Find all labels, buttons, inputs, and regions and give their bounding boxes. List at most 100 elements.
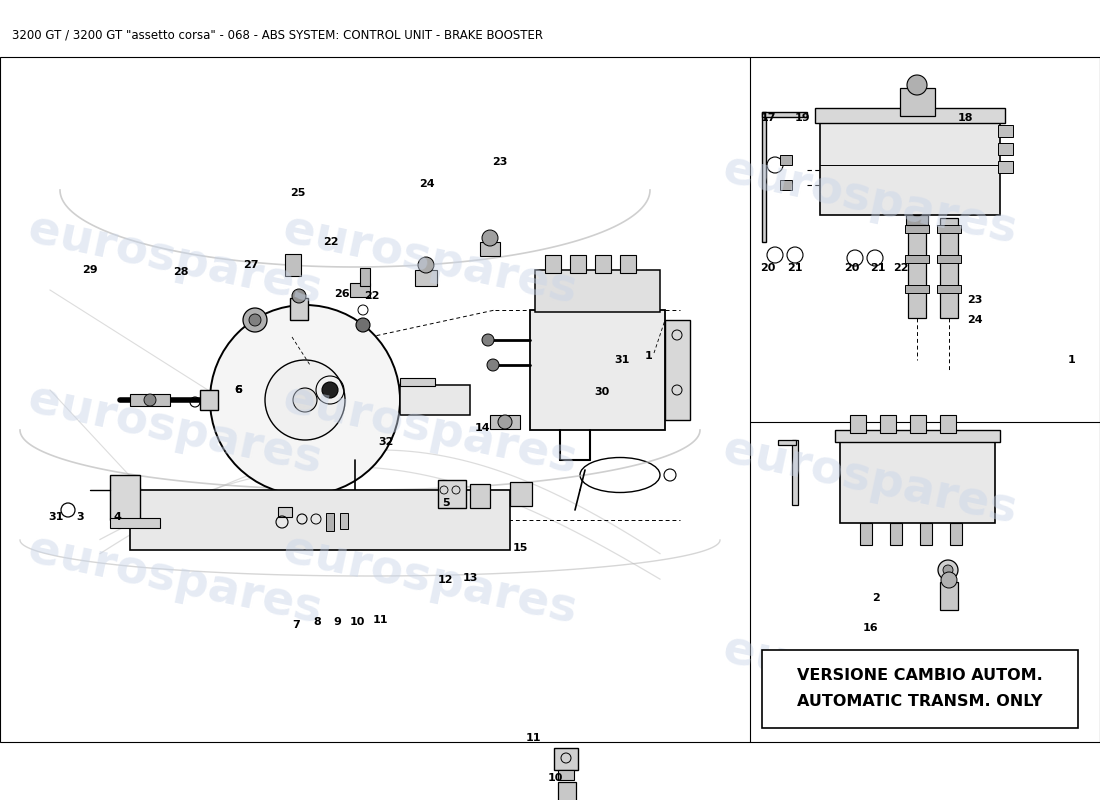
Text: 14: 14 <box>475 423 491 433</box>
Circle shape <box>943 565 953 575</box>
Bar <box>905 225 930 233</box>
Bar <box>937 225 961 233</box>
Text: 18: 18 <box>957 113 972 123</box>
Bar <box>110 475 140 520</box>
Bar <box>285 254 301 276</box>
Bar <box>815 108 1005 123</box>
Text: AUTOMATIC TRANSM. ONLY: AUTOMATIC TRANSM. ONLY <box>798 694 1043 710</box>
Bar <box>998 161 1013 173</box>
Bar <box>110 518 160 528</box>
Text: VERSIONE CAMBIO AUTOM.: VERSIONE CAMBIO AUTOM. <box>798 667 1043 682</box>
Text: 10: 10 <box>350 617 365 627</box>
Bar <box>346 495 363 523</box>
Text: eurospares: eurospares <box>719 147 1021 253</box>
Bar <box>438 480 466 508</box>
Text: 17: 17 <box>760 113 775 123</box>
Bar <box>558 770 574 780</box>
Text: 16: 16 <box>862 623 878 633</box>
Text: 23: 23 <box>967 295 982 305</box>
Bar <box>200 390 218 410</box>
Bar <box>554 748 578 770</box>
Text: 24: 24 <box>419 179 435 189</box>
Text: 20: 20 <box>845 263 860 273</box>
Bar <box>480 242 501 256</box>
Bar <box>530 310 666 430</box>
Text: 20: 20 <box>760 263 775 273</box>
Bar <box>910 415 926 433</box>
Bar <box>908 218 926 318</box>
Text: 15: 15 <box>513 543 528 553</box>
Bar <box>510 482 532 506</box>
Bar <box>778 440 796 445</box>
Circle shape <box>265 360 345 440</box>
Bar <box>840 438 996 523</box>
Circle shape <box>938 560 958 580</box>
Bar <box>940 582 958 610</box>
Circle shape <box>482 230 498 246</box>
Text: 25: 25 <box>290 188 306 198</box>
Text: 31: 31 <box>614 355 629 365</box>
Text: eurospares: eurospares <box>24 207 326 313</box>
Text: 27: 27 <box>243 260 258 270</box>
Bar <box>620 255 636 273</box>
Text: 29: 29 <box>82 265 98 275</box>
Bar <box>0 57 1100 742</box>
Circle shape <box>292 289 306 303</box>
Text: 24: 24 <box>967 315 982 325</box>
Circle shape <box>293 388 317 412</box>
Text: 6: 6 <box>234 385 242 395</box>
Bar <box>340 513 348 529</box>
Bar <box>570 255 586 273</box>
Text: 21: 21 <box>870 263 886 273</box>
Bar <box>835 430 1000 442</box>
Circle shape <box>144 394 156 406</box>
Bar <box>350 283 370 297</box>
Bar <box>544 255 561 273</box>
Bar <box>905 255 930 263</box>
Bar <box>558 782 576 800</box>
Circle shape <box>210 305 400 495</box>
Text: 26: 26 <box>334 289 350 299</box>
Text: eurospares: eurospares <box>279 377 581 483</box>
Bar <box>400 378 434 386</box>
Text: eurospares: eurospares <box>24 527 326 633</box>
Bar <box>535 270 660 312</box>
Circle shape <box>482 334 494 346</box>
Text: eurospares: eurospares <box>719 627 1021 733</box>
Bar <box>900 88 935 116</box>
Text: 23: 23 <box>493 157 508 167</box>
Bar <box>400 385 470 415</box>
Circle shape <box>487 359 499 371</box>
Circle shape <box>418 257 434 273</box>
Circle shape <box>498 415 512 429</box>
Bar <box>940 415 956 433</box>
Bar <box>780 180 792 190</box>
Bar <box>998 125 1013 137</box>
Bar <box>950 523 962 545</box>
Bar <box>130 394 170 406</box>
Text: 11: 11 <box>526 733 541 743</box>
Text: 21: 21 <box>788 263 803 273</box>
Bar <box>762 650 1078 728</box>
Text: 1: 1 <box>645 351 653 361</box>
Text: 4: 4 <box>113 512 121 522</box>
Text: 13: 13 <box>462 573 477 583</box>
Text: eurospares: eurospares <box>279 207 581 313</box>
Text: 32: 32 <box>378 437 394 447</box>
Bar <box>905 285 930 293</box>
Circle shape <box>356 318 370 332</box>
Bar <box>595 255 610 273</box>
Text: 22: 22 <box>893 263 909 273</box>
Bar <box>860 523 872 545</box>
Text: 19: 19 <box>795 113 811 123</box>
Bar <box>792 440 798 505</box>
Bar <box>290 298 308 320</box>
Bar <box>780 155 792 165</box>
Circle shape <box>249 314 261 326</box>
Text: 3: 3 <box>76 512 84 522</box>
Bar <box>937 285 961 293</box>
Text: 9: 9 <box>333 617 341 627</box>
Text: 3200 GT / 3200 GT "assetto corsa" - 068 - ABS SYSTEM: CONTROL UNIT - BRAKE BOOST: 3200 GT / 3200 GT "assetto corsa" - 068 … <box>12 28 543 41</box>
Text: 31: 31 <box>48 512 64 522</box>
Text: 22: 22 <box>364 291 380 301</box>
